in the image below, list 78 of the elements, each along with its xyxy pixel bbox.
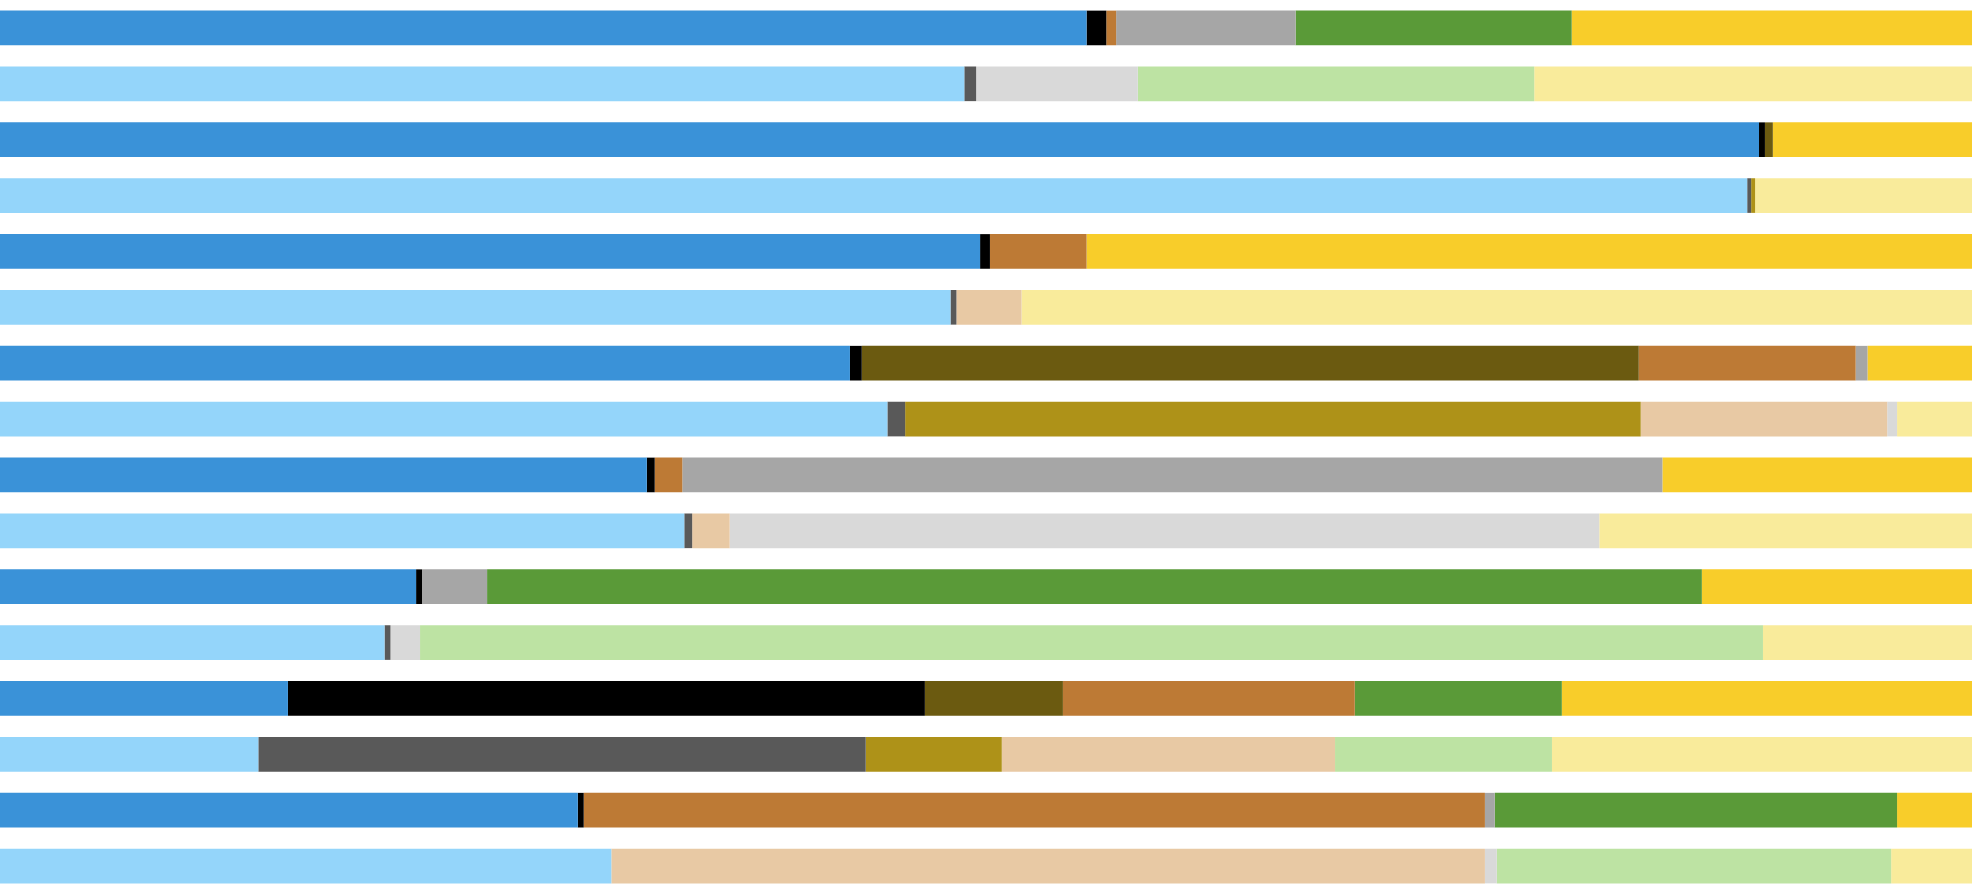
bar	[1484, 848, 1497, 884]
bar	[1855, 345, 1868, 381]
bar	[1561, 681, 1972, 716]
bar	[487, 569, 1702, 605]
bar	[980, 234, 990, 269]
bar	[1662, 457, 1972, 493]
bar	[865, 736, 1002, 772]
bar	[729, 513, 1600, 549]
bar	[849, 345, 862, 381]
bar	[1494, 792, 1898, 828]
bar	[1759, 122, 1765, 158]
bar	[1137, 66, 1535, 102]
bar	[1891, 848, 1972, 884]
bar	[0, 625, 385, 660]
bar	[1354, 681, 1562, 716]
bar	[611, 848, 1485, 884]
bar	[0, 122, 1760, 158]
bar	[1484, 792, 1495, 828]
bar	[1001, 736, 1336, 772]
bar	[905, 401, 1641, 437]
bar	[1106, 10, 1117, 46]
bar	[0, 401, 888, 437]
bar	[989, 234, 1087, 269]
bar	[684, 513, 693, 549]
bar	[887, 401, 906, 437]
bar	[1772, 122, 1972, 158]
bar	[1755, 178, 1972, 213]
bar	[1640, 401, 1888, 437]
bar	[1496, 848, 1892, 884]
bar	[0, 178, 1748, 213]
bar	[1897, 792, 1972, 828]
bar	[1764, 122, 1773, 158]
bar	[1062, 681, 1355, 716]
bar	[1571, 10, 1972, 46]
bar	[0, 792, 578, 828]
bar	[1701, 569, 1972, 605]
bar	[1887, 401, 1898, 437]
bar	[1116, 10, 1296, 46]
bar	[1867, 345, 1972, 381]
bar	[416, 569, 423, 605]
bar	[420, 625, 1763, 660]
bar	[1534, 66, 1972, 102]
bar	[0, 457, 647, 493]
bar	[0, 234, 981, 269]
bar	[1021, 289, 1972, 325]
bar	[0, 736, 259, 772]
bar	[0, 681, 288, 716]
bar	[258, 736, 866, 772]
bar	[0, 345, 850, 381]
bar	[422, 569, 488, 605]
bar	[390, 625, 421, 660]
bar	[0, 289, 951, 325]
bar	[1295, 10, 1572, 46]
bar	[1335, 736, 1552, 772]
bar	[682, 457, 1663, 493]
bar	[287, 681, 925, 716]
bar	[1897, 401, 1972, 437]
bar	[1762, 625, 1972, 660]
bar	[0, 10, 1087, 46]
bar	[1086, 10, 1107, 46]
bar	[1599, 513, 1972, 549]
bar	[964, 66, 977, 102]
bar	[0, 66, 965, 102]
bar	[0, 848, 612, 884]
bar	[976, 66, 1138, 102]
bar	[646, 457, 655, 493]
bar	[956, 289, 1022, 325]
bar	[0, 513, 685, 549]
bar	[861, 345, 1639, 381]
bar	[583, 792, 1485, 828]
bar	[924, 681, 1063, 716]
bar	[654, 457, 683, 493]
bar	[1551, 736, 1972, 772]
bar	[577, 792, 584, 828]
bar	[1086, 234, 1972, 269]
bar	[0, 569, 417, 605]
bar	[692, 513, 730, 549]
bar	[1638, 345, 1856, 381]
